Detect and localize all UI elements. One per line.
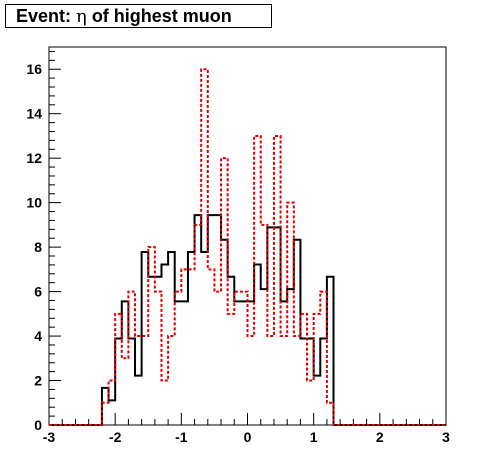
series-layer: [49, 68, 446, 426]
x-tick-label: 3: [442, 429, 450, 445]
y-tick-label: 6: [34, 284, 42, 300]
y-tick-label: 10: [26, 195, 42, 211]
y-tick-label: 14: [26, 106, 42, 122]
x-tick-label: 0: [244, 429, 252, 445]
chart-title-suffix: of highest muon: [86, 6, 232, 26]
y-tick-label: 8: [34, 239, 42, 255]
y-tick-label: 16: [26, 61, 42, 77]
y-axis: 0 2 4 6 8 10 12 14 16: [26, 50, 61, 433]
plot-frame: [48, 46, 447, 426]
x-axis: -3 -2 -1 0 1 2 3: [43, 413, 450, 445]
chart-title-prefix: Event:: [16, 6, 77, 26]
y-tick-label: 12: [26, 150, 42, 166]
x-tick-label: 2: [376, 429, 384, 445]
y-tick-label: 0: [34, 417, 42, 433]
series-outline: [49, 68, 446, 426]
x-tick-label: -3: [43, 429, 56, 445]
chart-title-eta: η: [76, 6, 87, 27]
y-tick-label: 4: [34, 328, 42, 344]
y-tick-label: 2: [34, 373, 42, 389]
x-tick-label: 1: [310, 429, 318, 445]
chart-title: Event: η of highest muon: [5, 4, 272, 28]
series-dashed-red: [49, 68, 446, 426]
x-tick-label: -2: [109, 429, 122, 445]
x-tick-label: -1: [175, 429, 188, 445]
